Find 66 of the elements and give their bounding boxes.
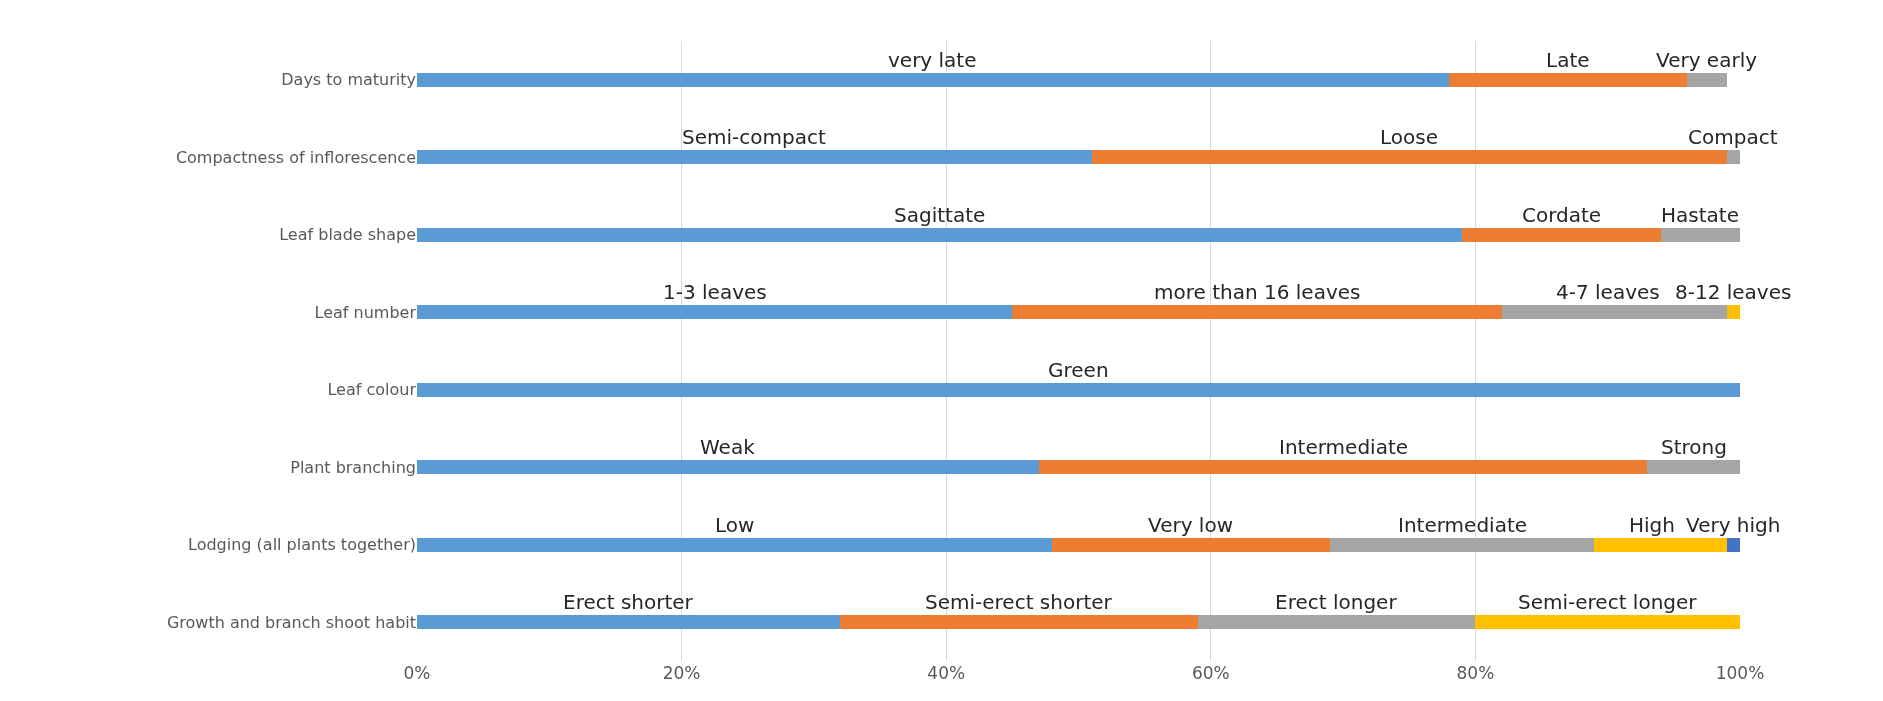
bar	[417, 382, 1740, 397]
bar	[1038, 460, 1648, 475]
data-label: Compact	[1688, 125, 1778, 149]
bar	[417, 615, 841, 630]
bar	[417, 227, 1463, 242]
data-label: Weak	[700, 435, 756, 459]
y-tick-label: Growth and branch shoot habit	[166, 612, 416, 632]
bar	[417, 150, 1092, 165]
data-label: Cordate	[1522, 203, 1602, 227]
data-label: very late	[888, 48, 977, 72]
data-label: Semi-erect longer	[1518, 590, 1698, 614]
bar	[1726, 305, 1740, 320]
data-label: Erect shorter	[563, 590, 694, 614]
bar	[840, 615, 1198, 630]
bar	[1726, 150, 1740, 165]
bar	[417, 72, 1449, 87]
bar	[1197, 615, 1476, 630]
x-tick-label: 60%	[1191, 663, 1230, 683]
bar	[1462, 227, 1661, 242]
bar	[1726, 537, 1740, 552]
data-label: Low	[715, 513, 755, 537]
data-label: Strong	[1661, 435, 1727, 459]
data-label: Late	[1546, 48, 1590, 72]
y-tick-label: Leaf colour	[327, 380, 417, 400]
y-tick-label: Days to maturity	[281, 70, 416, 90]
bar	[417, 305, 1013, 320]
data-label: Intermediate	[1279, 435, 1409, 459]
data-label: High	[1629, 513, 1675, 537]
bar	[1660, 227, 1740, 242]
bar	[1448, 72, 1688, 87]
y-tick-label: Compactness of inflorescence	[175, 147, 416, 167]
x-tick-label: 80%	[1456, 663, 1495, 683]
data-label: Very early	[1656, 48, 1758, 72]
bar	[1594, 537, 1727, 552]
bar	[1052, 537, 1330, 552]
bar	[1647, 460, 1740, 475]
bar	[1329, 537, 1595, 552]
data-label: Intermediate	[1398, 513, 1528, 537]
data-label: Sagittate	[894, 203, 986, 227]
data-label: Semi-erect shorter	[925, 590, 1113, 614]
data-label: Semi-compact	[682, 125, 826, 149]
x-tick-label: 40%	[927, 663, 966, 683]
data-label: Hastate	[1661, 203, 1739, 227]
data-label: 4-7 leaves	[1556, 280, 1660, 304]
data-label: Very high	[1686, 513, 1781, 537]
y-tick-label: Leaf number	[314, 302, 417, 322]
bar	[417, 537, 1053, 552]
data-label: more than 16 leaves	[1154, 280, 1361, 304]
y-tick-label: Lodging (all plants together)	[188, 535, 416, 555]
data-label: Loose	[1380, 125, 1438, 149]
data-label: Green	[1048, 358, 1109, 382]
x-tick-label: 20%	[662, 663, 701, 683]
bar	[1091, 150, 1727, 165]
data-label: 1-3 leaves	[663, 280, 767, 304]
data-label: 8-12 leaves	[1675, 280, 1792, 304]
bar	[1687, 72, 1727, 87]
bar	[1501, 305, 1727, 320]
x-tick-label: 0%	[403, 663, 431, 683]
y-tick-label: Leaf blade shape	[279, 225, 416, 245]
bar	[417, 460, 1039, 475]
x-tick-label: 100%	[1715, 663, 1765, 683]
bar	[1475, 615, 1740, 630]
bar	[1012, 305, 1502, 320]
y-tick-label: Plant branching	[290, 457, 416, 477]
data-label: Very low	[1148, 513, 1233, 537]
data-label: Erect longer	[1275, 590, 1398, 614]
